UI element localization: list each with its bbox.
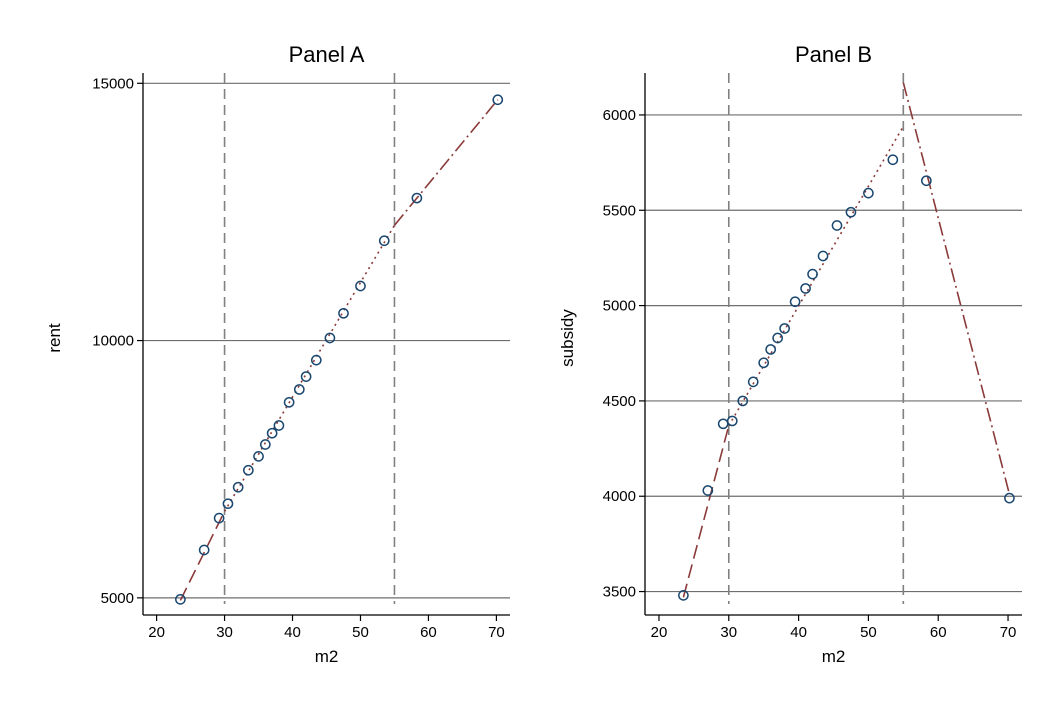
data-point	[300, 371, 312, 382]
data-point	[293, 384, 305, 395]
y-tick-label: 4500	[603, 393, 636, 410]
data-point	[817, 250, 829, 262]
data-point	[355, 280, 366, 292]
x-tick-label: 30	[720, 624, 737, 641]
x-axis-title: m2	[315, 647, 339, 666]
x-tick-label: 40	[284, 624, 301, 641]
data-point	[411, 192, 423, 204]
data-point	[259, 439, 271, 450]
data-point	[921, 175, 932, 187]
y-tick-label: 6000	[603, 107, 636, 124]
data-point	[800, 283, 811, 294]
data-point	[831, 220, 843, 231]
data-point	[747, 376, 759, 388]
data-point	[266, 427, 278, 439]
data-point	[310, 354, 322, 366]
fit-line-dash-dot	[902, 82, 1011, 495]
y-tick-label: 5000	[603, 298, 636, 315]
data-point	[758, 357, 770, 369]
data-point	[213, 512, 225, 524]
x-tick-label: 70	[488, 624, 505, 641]
data-point	[779, 323, 790, 334]
data-point	[222, 498, 234, 510]
y-tick-label: 15000	[92, 75, 134, 92]
panel-title: Panel A	[289, 42, 365, 67]
y-axis-title: rent	[45, 323, 64, 353]
data-point	[283, 396, 295, 408]
data-point	[175, 594, 186, 605]
x-tick-label: 40	[790, 624, 807, 641]
y-tick-label: 4000	[603, 488, 636, 505]
data-point	[253, 450, 264, 462]
x-tick-label: 50	[352, 624, 369, 641]
y-tick-label: 5500	[603, 202, 636, 219]
panel-2: 3500 4000 4500 5000 5500 6000 20 30 40 50 60 70 Pane…	[558, 42, 1022, 666]
data-point	[198, 544, 210, 556]
data-point	[726, 415, 738, 427]
x-tick-label: 60	[420, 624, 437, 641]
data-point	[737, 395, 749, 407]
data-point	[765, 344, 777, 355]
data-point	[789, 296, 801, 308]
x-tick-label: 70	[1000, 624, 1017, 641]
x-tick-label: 20	[148, 624, 165, 641]
data-point	[232, 481, 244, 493]
data-point	[678, 590, 689, 601]
y-tick-label: 5000	[101, 590, 134, 607]
data-point	[324, 332, 336, 344]
fit-line-dotted	[223, 224, 396, 512]
x-tick-label: 60	[930, 624, 947, 641]
fit-line-long-dash	[682, 425, 730, 598]
panel-title: Panel B	[795, 42, 872, 67]
data-point	[492, 94, 504, 106]
y-tick-label: 10000	[92, 333, 134, 350]
y-tick-label: 3500	[603, 584, 636, 601]
x-tick-label: 20	[651, 624, 668, 641]
data-point	[845, 206, 857, 218]
fit-line-long-dash	[179, 511, 226, 601]
data-point	[887, 154, 899, 166]
data-point	[772, 332, 783, 344]
data-point	[863, 187, 874, 199]
x-axis-title: m2	[822, 647, 846, 666]
data-point	[378, 235, 390, 247]
data-point	[717, 418, 729, 430]
data-point	[242, 464, 254, 476]
data-point	[702, 485, 714, 496]
data-point	[807, 268, 818, 280]
data-point	[273, 420, 285, 431]
y-axis-title: subsidy	[558, 309, 577, 367]
panel-1: 5000 10000 15000 20 30 40 50 60 70 Panel A m2 rent	[45, 42, 510, 666]
fit-line-dotted	[728, 125, 905, 427]
data-point	[1004, 492, 1015, 504]
x-tick-label: 50	[860, 624, 877, 641]
fit-line-dash-dot	[393, 99, 499, 226]
data-point	[338, 307, 349, 319]
x-tick-label: 30	[216, 624, 233, 641]
